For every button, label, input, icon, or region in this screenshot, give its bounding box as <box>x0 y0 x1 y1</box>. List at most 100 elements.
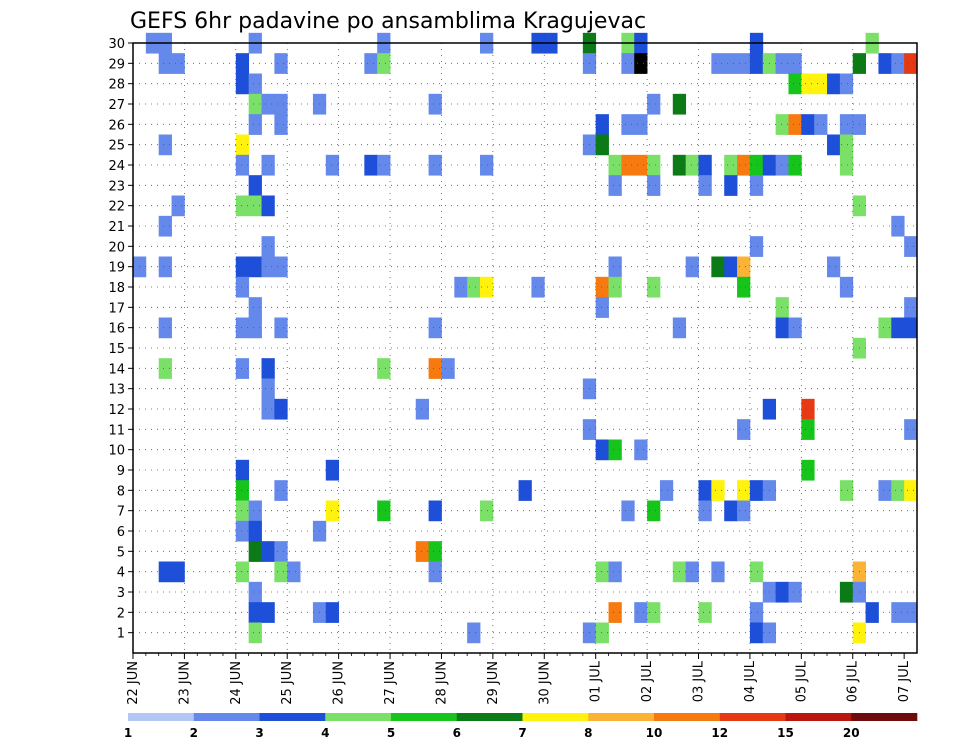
heatmap-cell <box>261 236 275 257</box>
heatmap-cell <box>904 53 918 74</box>
chart-title: GEFS 6hr padavine po ansamblima Kragujev… <box>130 9 646 34</box>
heatmap-cell <box>788 53 802 74</box>
heatmap-cell <box>158 215 172 237</box>
heatmap-cells <box>133 32 918 644</box>
heatmap-cell <box>737 419 751 440</box>
y-tick-label: 7 <box>117 505 125 520</box>
heatmap-cell <box>904 480 918 501</box>
x-tick-label: 22 JUN <box>126 661 141 705</box>
heatmap-cell <box>839 114 854 135</box>
heatmap-cell <box>595 622 609 644</box>
colorbar-label: 12 <box>711 726 728 740</box>
heatmap-cell <box>248 93 262 115</box>
heatmap-cell <box>904 317 918 339</box>
heatmap-cell <box>274 561 288 583</box>
heatmap-cell <box>724 175 738 196</box>
heatmap-cell <box>364 53 378 74</box>
x-tick-label: 23 JUN <box>177 661 192 705</box>
heatmap-cell <box>274 93 288 115</box>
heatmap-cell <box>749 480 764 501</box>
heatmap-cell <box>737 276 751 298</box>
heatmap-cell <box>235 561 250 583</box>
heatmap-cell <box>685 154 699 176</box>
heatmap-cell <box>261 154 275 176</box>
heatmap-cell <box>171 561 185 583</box>
heatmap-cell <box>248 256 262 278</box>
heatmap-cell <box>235 73 250 95</box>
heatmap-cell <box>749 602 764 623</box>
heatmap-cell <box>171 53 185 74</box>
heatmap-cell <box>737 53 751 74</box>
y-tick-label: 19 <box>108 261 125 276</box>
x-tick-label: 24 JUN <box>229 661 244 705</box>
heatmap-cell <box>737 154 751 176</box>
heatmap-cell <box>749 53 764 74</box>
heatmap-cell <box>634 53 648 74</box>
heatmap-cell <box>608 256 622 278</box>
heatmap-cell <box>608 154 622 176</box>
heatmap-cell <box>891 480 905 501</box>
heatmap-cell <box>274 480 288 501</box>
heatmap-cell <box>711 561 725 583</box>
y-tick-label: 29 <box>108 57 125 72</box>
heatmap-cell <box>839 480 854 501</box>
y-tick-label: 14 <box>108 362 125 377</box>
x-tick-label: 30 JUN <box>537 661 552 705</box>
heatmap-cell <box>248 622 262 644</box>
heatmap-cell <box>685 256 699 278</box>
x-tick-label: 03 JUL <box>692 660 707 702</box>
colorbar-label: 3 <box>255 726 263 740</box>
y-tick-label: 11 <box>108 423 125 438</box>
heatmap-cell <box>634 439 648 461</box>
y-tick-label: 30 <box>108 37 125 52</box>
heatmap-cell <box>788 154 802 176</box>
heatmap-cell <box>325 500 340 522</box>
heatmap-cell <box>749 236 764 257</box>
heatmap-cell <box>377 500 391 522</box>
heatmap-cell <box>608 276 622 298</box>
heatmap-cell <box>480 154 494 176</box>
heatmap-cell <box>698 154 712 176</box>
heatmap-cell <box>248 317 262 339</box>
heatmap-cell <box>801 398 815 420</box>
heatmap-cell <box>814 73 828 95</box>
y-tick-label: 3 <box>117 586 125 601</box>
heatmap-cell <box>377 53 391 74</box>
heatmap-cell <box>158 134 172 156</box>
heatmap-cell <box>274 541 288 562</box>
x-tick-label: 06 JUL <box>846 660 861 702</box>
heatmap-cell <box>878 53 892 74</box>
y-tick-label: 15 <box>108 342 125 357</box>
heatmap-cell <box>685 561 699 583</box>
heatmap-cell <box>788 114 802 135</box>
heatmap-cell <box>235 358 250 379</box>
heatmap-cell <box>647 276 661 298</box>
heatmap-cell <box>647 500 661 522</box>
x-tick-label: 04 JUL <box>743 660 758 702</box>
heatmap-cell <box>235 459 250 481</box>
heatmap-cell <box>865 602 879 623</box>
heatmap-cell <box>634 114 648 135</box>
colorbar-swatch <box>588 713 655 721</box>
heatmap-cell <box>158 317 172 339</box>
heatmap-cell <box>827 73 841 95</box>
x-axis: 22 JUN 23 JUN 24 JUN 25 JUN 26 JUN 27 JUN 28 J… <box>126 653 912 705</box>
colorbar-label: 5 <box>387 726 395 740</box>
heatmap-cell <box>775 297 789 318</box>
heatmap-cell <box>595 134 609 156</box>
heatmap-cell <box>724 500 738 522</box>
heatmap-cell <box>775 581 789 603</box>
heatmap-cell <box>261 541 275 562</box>
heatmap-cell <box>839 276 854 298</box>
heatmap-cell <box>415 541 429 562</box>
heatmap-cell <box>248 195 262 217</box>
heatmap-cell <box>608 561 622 583</box>
heatmap-cell <box>801 114 815 135</box>
x-tick-label: 26 JUN <box>332 661 347 705</box>
heatmap-cell <box>749 175 764 196</box>
heatmap-cell <box>480 500 494 522</box>
heatmap-cell <box>428 317 442 339</box>
heatmap-cell <box>467 622 481 644</box>
heatmap-cell <box>839 73 854 95</box>
